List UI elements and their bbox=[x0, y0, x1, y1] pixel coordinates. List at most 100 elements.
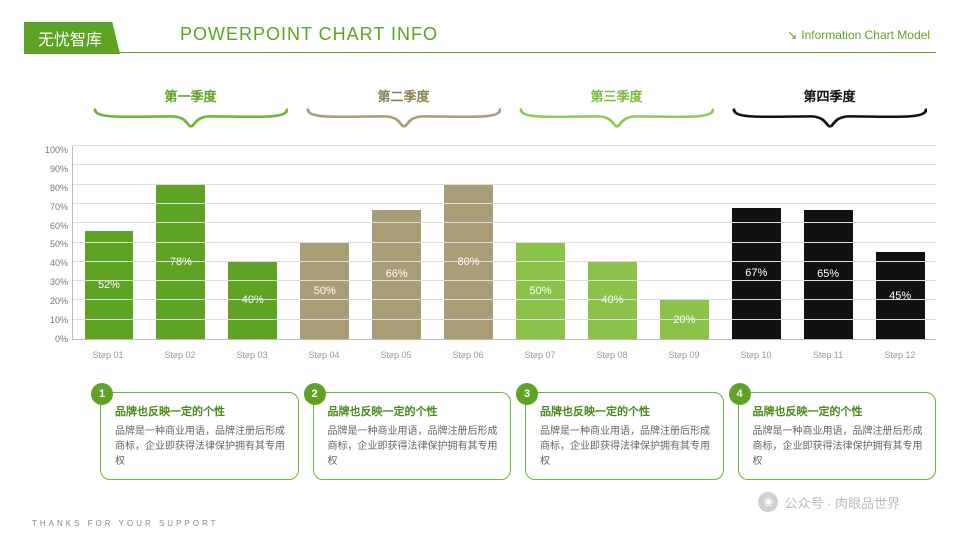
y-axis: 100%90%80%70%60%50%40%30%20%10%0% bbox=[24, 142, 68, 340]
watermark: ❀ 公众号 · 肉眼品世界 bbox=[758, 492, 900, 512]
bar-slot: 50% bbox=[289, 146, 361, 339]
bars-container: 52%78% 40% 50% 66% 80% 50% 40% 20% 67% 65% 45% bbox=[73, 146, 936, 339]
y-tick-label: 90% bbox=[24, 165, 68, 174]
note-title: 品牌也反映一定的个性 bbox=[540, 403, 711, 419]
bar-value-label: 67% bbox=[732, 267, 781, 279]
wechat-icon: ❀ bbox=[758, 492, 778, 512]
grid-line bbox=[73, 164, 936, 165]
x-tick-label: Step 08 bbox=[576, 344, 648, 364]
bar-slot: 40% bbox=[576, 146, 648, 339]
bar-value-label: 66% bbox=[372, 268, 421, 280]
y-tick-label: 40% bbox=[24, 259, 68, 268]
grid-line bbox=[73, 261, 936, 262]
notes-row: 1品牌也反映一定的个性品牌是一种商业用语，品牌注册后形成商标，企业即获得法律保护… bbox=[100, 392, 936, 480]
y-tick-label: 50% bbox=[24, 240, 68, 249]
bar-value-label: 20% bbox=[660, 314, 709, 326]
note-card: 1品牌也反映一定的个性品牌是一种商业用语，品牌注册后形成商标，企业即获得法律保护… bbox=[100, 392, 299, 480]
note-body: 品牌是一种商业用语，品牌注册后形成商标，企业即获得法律保护拥有其专用权 bbox=[540, 424, 711, 469]
bar-slot: 67% bbox=[720, 146, 792, 339]
bar-slot: 66% bbox=[361, 146, 433, 339]
quarter-headers: 第一季度第二季度第三季度第四季度 bbox=[84, 86, 936, 136]
x-tick-label: Step 10 bbox=[720, 344, 792, 364]
header-divider bbox=[24, 52, 936, 53]
quarter-label: 第三季度 bbox=[510, 86, 723, 105]
quarter-label: 第二季度 bbox=[297, 86, 510, 105]
x-axis: Step 01Step 02Step 03Step 04Step 05Step … bbox=[72, 344, 936, 364]
bar-chart: 100% 90% 80% 70% 60% 50% 40% 30% 20% 10% 0% 52%78%… bbox=[24, 142, 936, 364]
note-badge: 2 bbox=[304, 383, 326, 405]
quarter-label: 第四季度 bbox=[723, 86, 936, 105]
chart-bar: 45% bbox=[876, 252, 925, 339]
bar-slot: 40% bbox=[217, 146, 289, 339]
x-tick-label: Step 02 bbox=[144, 344, 216, 364]
x-tick-label: Step 06 bbox=[432, 344, 504, 364]
grid-line bbox=[73, 299, 936, 300]
y-tick-label: 0% bbox=[24, 335, 68, 344]
x-tick-label: Step 01 bbox=[72, 344, 144, 364]
footer-text: THANKS FOR YOUR SUPPORT bbox=[32, 519, 219, 528]
bar-value-label: 40% bbox=[588, 294, 637, 306]
y-tick-label: 30% bbox=[24, 278, 68, 287]
chart-bar: 40% bbox=[588, 262, 637, 339]
grid-line bbox=[73, 242, 936, 243]
quarter-label: 第一季度 bbox=[84, 86, 297, 105]
note-badge: 3 bbox=[516, 383, 538, 405]
grid-line bbox=[73, 222, 936, 223]
curly-brace-icon bbox=[519, 108, 715, 128]
note-body: 品牌是一种商业用语，品牌注册后形成商标，企业即获得法律保护拥有其专用权 bbox=[115, 424, 286, 469]
info-link-label: Information Chart Model bbox=[801, 28, 930, 42]
note-card: 4品牌也反映一定的个性品牌是一种商业用语，品牌注册后形成商标，企业即获得法律保护… bbox=[738, 392, 937, 480]
y-tick-label: 70% bbox=[24, 203, 68, 212]
bar-slot: 80% bbox=[433, 146, 505, 339]
quarter-header: 第三季度 bbox=[510, 86, 723, 136]
bar-slot: 65% bbox=[792, 146, 864, 339]
bar-value-label: 50% bbox=[300, 285, 349, 297]
y-tick-label: 60% bbox=[24, 222, 68, 231]
note-title: 品牌也反映一定的个性 bbox=[115, 403, 286, 419]
bar-slot: 45% bbox=[864, 146, 936, 339]
chart-plot: 52%78% 40% 50% 66% 80% 50% 40% 20% 67% 65% 45% bbox=[72, 146, 936, 340]
x-tick-label: Step 05 bbox=[360, 344, 432, 364]
bar-value-label: 65% bbox=[804, 268, 853, 280]
y-tick-label: 80% bbox=[24, 184, 68, 193]
bar-slot: 52% bbox=[73, 146, 145, 339]
x-tick-label: Step 03 bbox=[216, 344, 288, 364]
quarter-header: 第二季度 bbox=[297, 86, 510, 136]
quarter-header: 第四季度 bbox=[723, 86, 936, 136]
y-tick-label: 20% bbox=[24, 297, 68, 306]
bar-slot: 78% bbox=[145, 146, 217, 339]
info-link[interactable]: ↘ Information Chart Model bbox=[787, 28, 930, 42]
chart-bar: 20% bbox=[660, 300, 709, 339]
chart-bar: 40% bbox=[228, 262, 277, 339]
chart-bar: 50% bbox=[300, 243, 349, 340]
y-tick-label: 10% bbox=[24, 316, 68, 325]
x-tick-label: Step 04 bbox=[288, 344, 360, 364]
note-body: 品牌是一种商业用语，品牌注册后形成商标，企业即获得法律保护拥有其专用权 bbox=[753, 424, 924, 469]
bar-slot: 50% bbox=[505, 146, 577, 339]
x-tick-label: Step 12 bbox=[864, 344, 936, 364]
bar-value-label: 50% bbox=[516, 285, 565, 297]
curly-brace-icon bbox=[93, 108, 289, 128]
x-tick-label: Step 07 bbox=[504, 344, 576, 364]
grid-line bbox=[73, 319, 936, 320]
note-card: 2品牌也反映一定的个性品牌是一种商业用语，品牌注册后形成商标，企业即获得法律保护… bbox=[313, 392, 512, 480]
y-tick-label: 100% bbox=[24, 146, 68, 155]
note-badge: 4 bbox=[729, 383, 751, 405]
note-title: 品牌也反映一定的个性 bbox=[328, 403, 499, 419]
x-tick-label: Step 09 bbox=[648, 344, 720, 364]
chart-bar: 52% bbox=[85, 231, 134, 339]
grid-line bbox=[73, 145, 936, 146]
note-title: 品牌也反映一定的个性 bbox=[753, 403, 924, 419]
arrow-down-right-icon: ↘ bbox=[787, 28, 797, 42]
logo-tab: 无忧智库 bbox=[24, 22, 120, 54]
chart-bar: 50% bbox=[516, 243, 565, 340]
note-body: 品牌是一种商业用语，品牌注册后形成商标，企业即获得法律保护拥有其专用权 bbox=[328, 424, 499, 469]
bar-value-label: 40% bbox=[228, 294, 277, 306]
curly-brace-icon bbox=[732, 108, 928, 128]
grid-line bbox=[73, 203, 936, 204]
bar-slot: 20% bbox=[648, 146, 720, 339]
page-title: POWERPOINT CHART INFO bbox=[180, 24, 438, 45]
grid-line bbox=[73, 280, 936, 281]
x-tick-label: Step 11 bbox=[792, 344, 864, 364]
grid-line bbox=[73, 184, 936, 185]
